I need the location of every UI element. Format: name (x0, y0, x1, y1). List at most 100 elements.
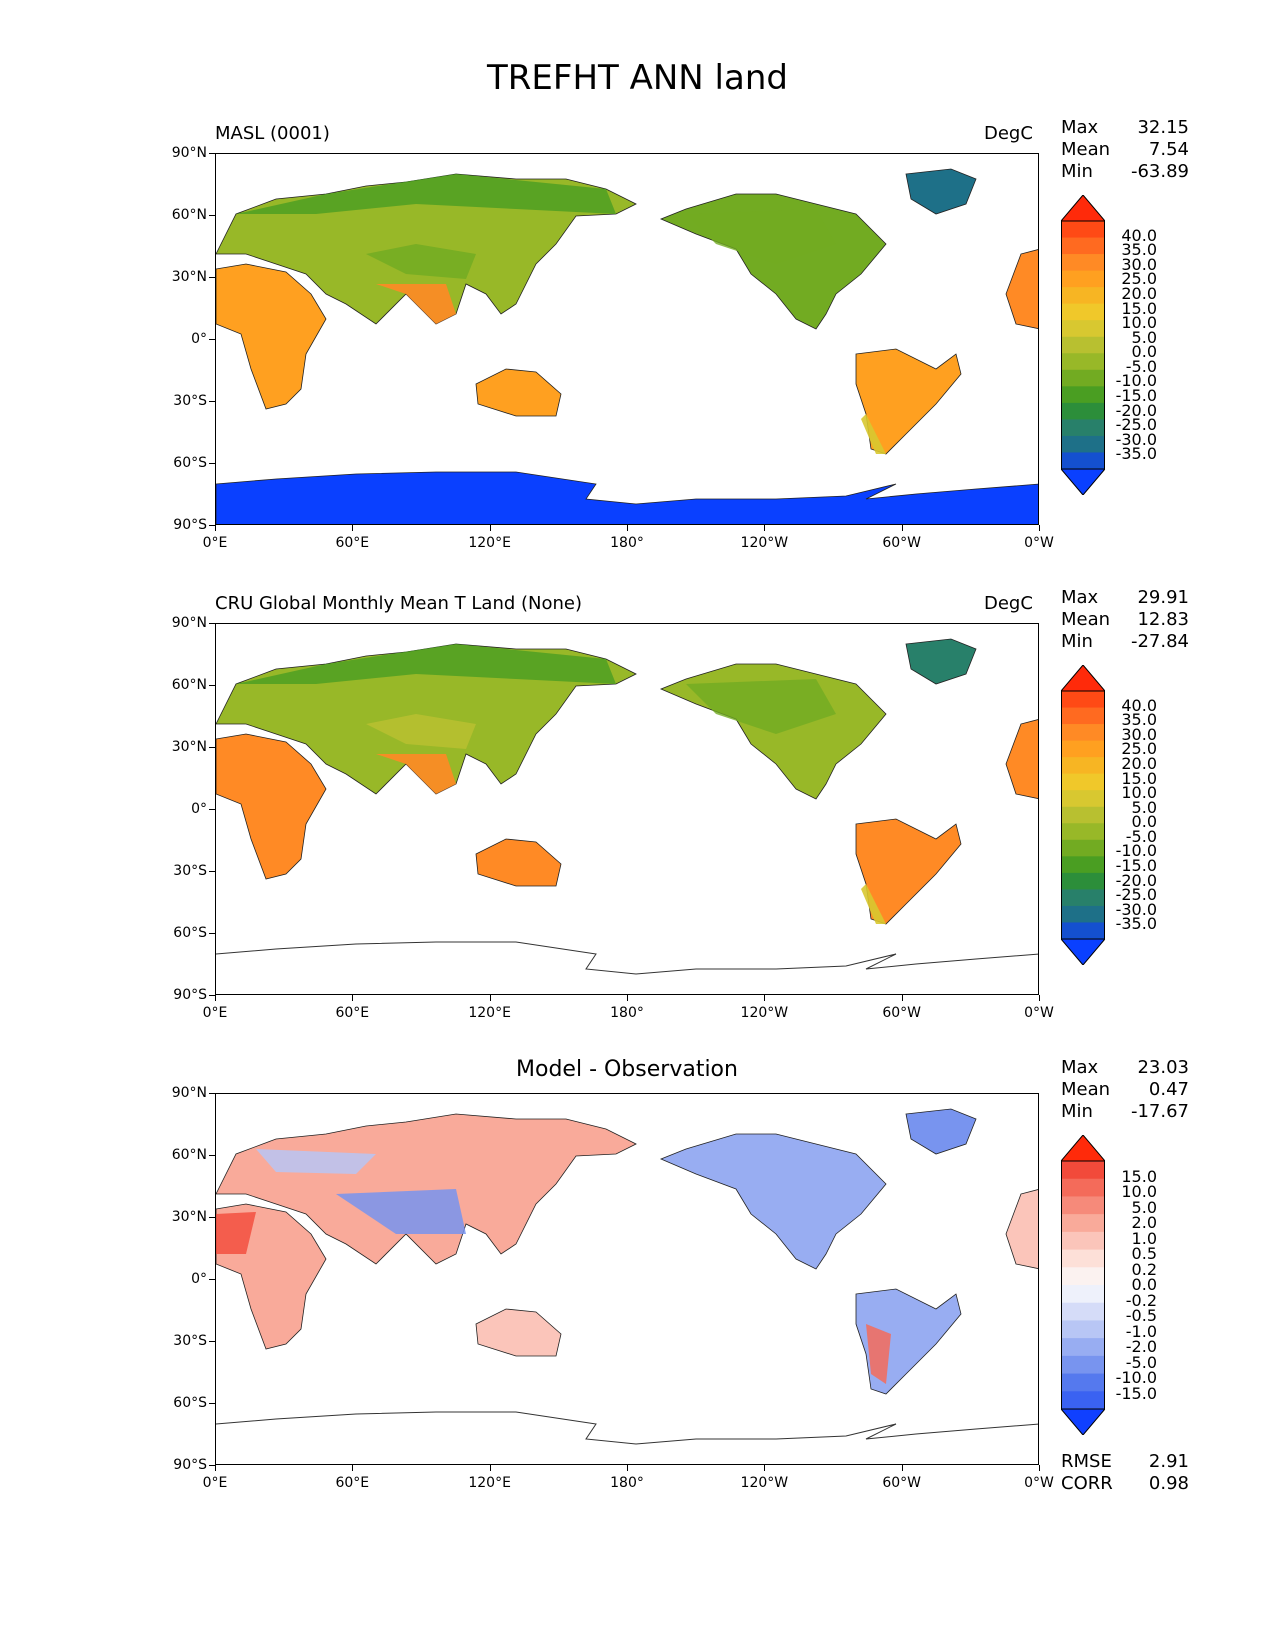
colorbar-segment (1061, 1214, 1105, 1233)
colorbar-segment (1061, 419, 1105, 437)
colorbar-tick-label: 5.0 (1131, 327, 1157, 347)
stat-value: -63.89 (1130, 161, 1189, 182)
band-canada (686, 679, 836, 734)
x-tick-mark (352, 525, 354, 531)
y-tick-mark (209, 1403, 215, 1404)
colorbar-segment (1061, 386, 1105, 404)
y-tick-mark (209, 525, 215, 526)
colorbar-segment (1061, 757, 1105, 775)
stat-row: Max 32.15 (1061, 117, 1189, 139)
stat-row: RMSE 2.91 (1061, 1451, 1189, 1473)
landmass-australia (475, 838, 562, 887)
band-canada (686, 209, 836, 264)
landmass-samerica (855, 348, 962, 455)
colorbar-tick-label: 25.0 (1121, 269, 1157, 289)
y-tick-label: 90°S (173, 1457, 207, 1473)
colorbar-segment (1061, 740, 1105, 758)
y-tick-mark (209, 685, 215, 686)
y-tick-mark (209, 1217, 215, 1218)
x-tick-mark (489, 1465, 491, 1471)
x-tick-mark (489, 525, 491, 531)
x-tick-label: 60°E (335, 1005, 370, 1021)
colorbar-tick-label: 5.0 (1131, 1197, 1157, 1217)
colorbar-segment (1061, 872, 1105, 890)
coastline-antarctica (216, 1411, 1038, 1445)
colorbar (1061, 195, 1105, 495)
error-stats-block: RMSE 2.91 CORR 0.98 (1061, 1451, 1189, 1495)
band-north-eurasia (236, 174, 616, 214)
stat-name: Min (1061, 631, 1093, 652)
stat-row: Max 29.91 (1061, 587, 1189, 609)
colorbar-segment (1061, 1302, 1105, 1321)
stat-name: Max (1061, 1057, 1099, 1078)
units-label: DegC (984, 593, 1033, 614)
colorbar-tick-label: -10.0 (1115, 371, 1157, 391)
map-plot-model (215, 153, 1039, 525)
panel-title: Model - Observation (516, 1057, 738, 1082)
colorbar-tick-label: 35.0 (1121, 710, 1157, 730)
y-tick-label: 60°N (171, 677, 207, 693)
colorbar-segment (1061, 839, 1105, 857)
colorbar-tick-label: -0.2 (1125, 1290, 1157, 1310)
colorbar-segment (1061, 905, 1105, 923)
x-tick-label: 0°W (1024, 1475, 1054, 1491)
colorbar-tick-label: 20.0 (1121, 283, 1157, 303)
y-tick-label: 0° (191, 1271, 207, 1287)
y-tick-label: 90°N (171, 615, 207, 631)
band-india (376, 754, 456, 794)
y-tick-mark (209, 933, 215, 934)
x-tick-label: 0°E (202, 1475, 228, 1491)
x-tick-label: 180° (610, 1475, 644, 1491)
y-tick-label: 60°S (173, 455, 207, 471)
stat-name: Mean (1061, 609, 1111, 630)
colorbar-segment (1061, 1196, 1105, 1215)
colorbar-tick-label: -0.5 (1125, 1306, 1157, 1325)
x-tick-label: 120°E (468, 1475, 511, 1491)
colorbar-segment (1061, 402, 1105, 420)
stat-name: CORR (1061, 1473, 1113, 1494)
band-siberia-cool (256, 1149, 376, 1174)
colorbar-segment (1061, 1320, 1105, 1339)
x-tick-mark (764, 995, 766, 1001)
panel-title: CRU Global Monthly Mean T Land (None) (215, 593, 583, 614)
colorbar-tick-label: -15.0 (1115, 386, 1157, 406)
landmass-australia (475, 1308, 562, 1357)
y-tick-label: 0° (191, 801, 207, 817)
stat-name: Mean (1061, 1079, 1111, 1100)
colorbar-segment (1061, 237, 1105, 255)
colorbar-tick-label: -5.0 (1125, 1352, 1157, 1372)
colorbar-tick-label: -35.0 (1115, 914, 1157, 934)
colorbar-labels: 15.0 10.0 5.0 2.0 1.0 0.5 0.2 0.0 -0.2 -0.5 -1.0 -2… (1109, 1135, 1157, 1435)
colorbar-labels: 40.0 35.0 30.0 25.0 20.0 15.0 10.0 5.0 0.0 -5.0 -1… (1109, 195, 1157, 495)
stat-row: CORR 0.98 (1061, 1473, 1189, 1495)
landmass-australia (475, 368, 562, 417)
x-tick-mark (764, 525, 766, 531)
x-tick-label: 0°E (202, 535, 228, 551)
colorbar-labels: 40.0 35.0 30.0 25.0 20.0 15.0 10.0 5.0 0.0 -5.0 -1… (1109, 665, 1157, 965)
map-canvas (216, 638, 1038, 975)
x-tick-mark (901, 995, 903, 1001)
stat-row: Min -63.89 (1061, 161, 1189, 183)
map-plot-diff (215, 1093, 1039, 1465)
y-tick-mark (209, 1465, 215, 1466)
colorbar-tick-label: 30.0 (1121, 254, 1157, 274)
colorbar-segment (1061, 790, 1105, 808)
y-tick-label: 60°S (173, 925, 207, 941)
stat-name: Mean (1061, 139, 1111, 160)
band-india (376, 284, 456, 324)
colorbar-segment (1061, 773, 1105, 791)
colorbar-under-extension (1061, 938, 1105, 965)
band-tibet (366, 244, 476, 279)
colorbar-tick-label: 10.0 (1121, 783, 1157, 803)
y-tick-mark (209, 809, 215, 810)
stat-value: 0.98 (1148, 1473, 1189, 1494)
x-tick-mark (1039, 1465, 1040, 1471)
stat-value: 7.54 (1148, 139, 1189, 160)
colorbar-segment (1061, 303, 1105, 321)
colorbar-tick-label: 40.0 (1121, 225, 1157, 245)
colorbar-tick-label: 40.0 (1121, 695, 1157, 715)
colorbar-over-extension (1061, 1135, 1105, 1162)
x-tick-mark (352, 995, 354, 1001)
x-tick-label: 120°W (740, 1005, 789, 1021)
landmass-greenland (905, 1108, 977, 1155)
